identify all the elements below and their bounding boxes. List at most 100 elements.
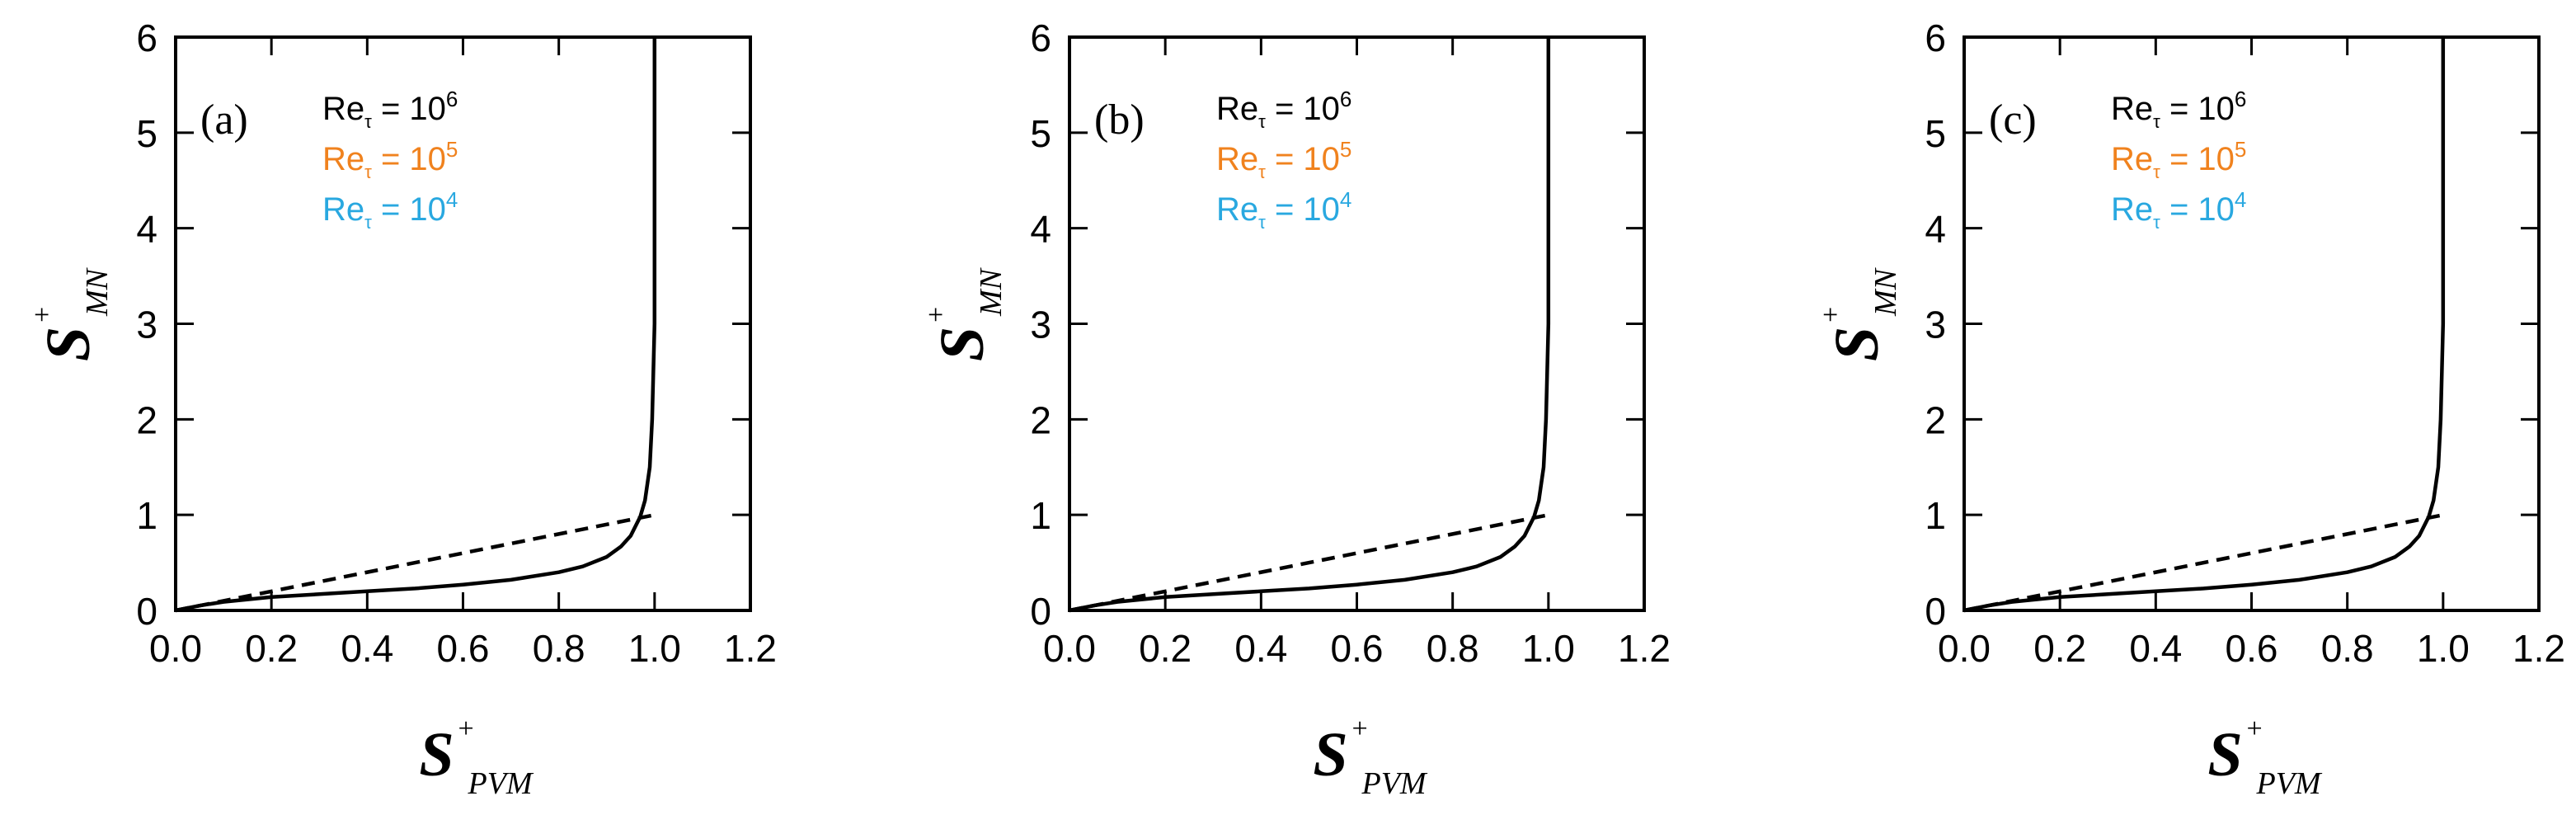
y-tick-label: 2	[1030, 398, 1051, 441]
legend-entry: Reτ = 104	[322, 187, 458, 233]
x-tick-label: 0.6	[437, 627, 490, 670]
y-tick-label: 4	[1925, 208, 1946, 251]
series-line-model	[1069, 37, 1551, 613]
x-tick-label: 1.2	[1618, 627, 1671, 670]
x-tick-label: 0.6	[2226, 627, 2278, 670]
legend-base: Re	[1216, 191, 1258, 228]
panel-label: (c)	[1989, 97, 2037, 144]
y-axis-label-sup: +	[921, 307, 952, 323]
legend-exp: 6	[2235, 87, 2246, 111]
legend-entry: Reτ = 105	[2111, 137, 2246, 182]
y-tick-label: 1	[1925, 494, 1946, 537]
y-tick-label: 1	[1030, 494, 1051, 537]
y-tick-label: 0	[1925, 590, 1946, 633]
legend-entry: Reτ = 104	[1216, 187, 1351, 233]
legend-exp: 5	[2235, 137, 2246, 162]
x-axis-label-sub: PVM	[2256, 766, 2323, 801]
y-axis-label-group: S + MN	[921, 266, 1008, 361]
x-tick-label: 1.0	[1522, 627, 1575, 670]
legend-entry: Reτ = 106	[2111, 87, 2246, 132]
legend-rest: = 10	[1266, 141, 1340, 177]
plot-frame	[1068, 35, 1646, 612]
legend-base: Re	[2111, 91, 2153, 127]
legend-exp: 6	[446, 87, 458, 111]
y-tick-label: 6	[136, 16, 157, 59]
x-axis-label-sup: +	[1352, 714, 1368, 744]
plot-frame	[174, 35, 752, 612]
x-tick-label: 0.8	[1427, 627, 1479, 670]
x-axis-label: S	[1313, 720, 1347, 789]
legend-sub: τ	[2153, 162, 2160, 182]
series-line-model	[175, 37, 657, 613]
y-tick-label: 0	[136, 590, 157, 633]
y-tick-label: 1	[136, 494, 157, 537]
x-axis-label-sub: PVM	[468, 766, 534, 801]
legend-sub: τ	[364, 111, 372, 132]
x-tick-label: 1.2	[2513, 627, 2565, 670]
legend-sub: τ	[1258, 212, 1266, 233]
x-tick-label: 0.2	[2033, 627, 2086, 670]
y-tick-label: 2	[136, 398, 157, 441]
legend-rest: = 10	[2160, 91, 2235, 127]
y-axis-label-group: S + MN	[27, 266, 115, 361]
x-tick-label: 1.0	[2417, 627, 2470, 670]
legend-base: Re	[322, 191, 364, 228]
y-axis-label: S	[1822, 327, 1892, 361]
legend-sub: τ	[1258, 162, 1266, 182]
legend-rest: = 10	[2160, 141, 2235, 177]
legend-sub: τ	[364, 212, 372, 233]
series-line-model	[1963, 37, 2446, 613]
y-tick-label: 4	[1030, 208, 1051, 251]
x-tick-label: 0.8	[2321, 627, 2374, 670]
legend-entry: Reτ = 105	[1216, 137, 1351, 182]
x-tick-label: 0.2	[245, 627, 298, 670]
legend-rest: = 10	[372, 191, 446, 228]
y-tick-label: 5	[1030, 112, 1051, 155]
y-tick-label: 6	[1925, 16, 1946, 59]
x-tick-label: 0.0	[1938, 627, 1991, 670]
legend-rest: = 10	[1266, 191, 1340, 228]
y-tick-label: 3	[1925, 304, 1946, 346]
y-tick-label: 4	[136, 208, 157, 251]
legend-base: Re	[322, 91, 364, 127]
legend-rest: = 10	[2160, 191, 2235, 228]
legend-entry: Reτ = 105	[322, 137, 458, 182]
x-axis-label: S	[2207, 720, 2242, 789]
y-tick-label: 3	[136, 304, 157, 346]
y-tick-label: 2	[1925, 398, 1946, 441]
x-tick-label: 0.6	[1331, 627, 1384, 670]
legend-exp: 4	[2235, 187, 2246, 212]
legend-base: Re	[2111, 191, 2153, 228]
y-tick-label: 3	[1030, 304, 1051, 346]
x-tick-label: 1.2	[724, 627, 777, 670]
series-line-reference	[1963, 512, 2444, 613]
x-tick-label: 0.4	[341, 627, 393, 670]
y-axis-label-sup: +	[27, 307, 58, 323]
y-axis-label-group: S + MN	[1816, 266, 1903, 361]
legend-base: Re	[322, 141, 364, 177]
legend-entry: Reτ = 106	[322, 87, 458, 132]
panel-label: (a)	[200, 97, 248, 144]
y-axis-label-sub: MN	[1869, 266, 1903, 317]
y-axis-label-sub: MN	[80, 266, 115, 317]
series-line-reference	[1069, 512, 1549, 613]
y-axis-label-sup: +	[1816, 307, 1846, 323]
y-axis-label-sub: MN	[974, 266, 1008, 317]
legend-entry: Reτ = 104	[2111, 187, 2246, 233]
x-tick-label: 0.2	[1139, 627, 1192, 670]
x-tick-label: 0.0	[1043, 627, 1096, 670]
x-tick-label: 0.0	[149, 627, 202, 670]
legend-rest: = 10	[372, 91, 446, 127]
legend-sub: τ	[1258, 111, 1266, 132]
y-axis-label: S	[928, 327, 997, 361]
legend-exp: 6	[1340, 87, 1351, 111]
legend-base: Re	[2111, 141, 2153, 177]
legend-base: Re	[1216, 91, 1258, 127]
x-axis-label-sup: +	[458, 714, 474, 744]
x-axis-label-sup: +	[2247, 714, 2263, 744]
legend-entry: Reτ = 106	[1216, 87, 1351, 132]
